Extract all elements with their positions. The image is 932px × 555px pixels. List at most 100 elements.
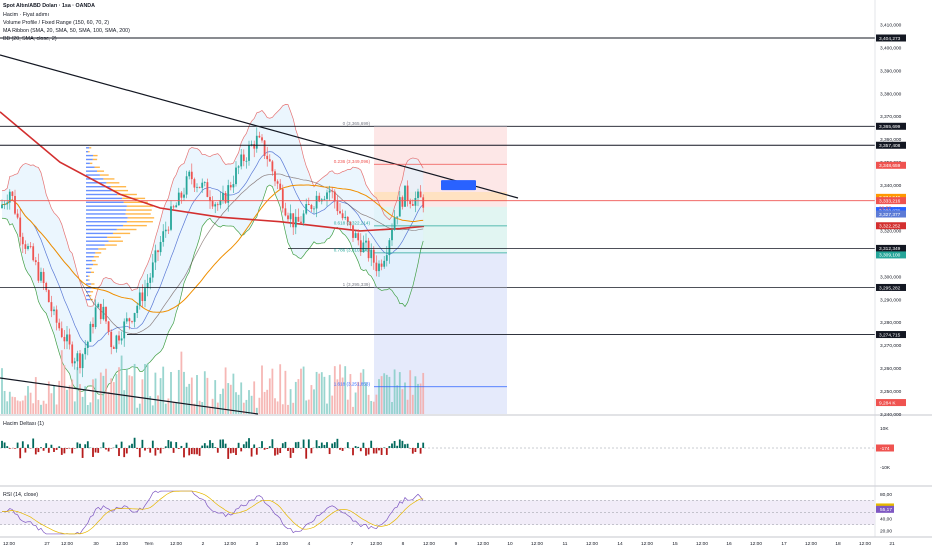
volume-bar (272, 369, 274, 414)
price-tick-label: 3,370,000 (880, 114, 902, 120)
level-tag-label: 3,295,282 (879, 285, 901, 291)
delta-bar (64, 448, 66, 453)
fib-label: 1 (3,295,339) (343, 282, 371, 287)
delta-bar (188, 448, 190, 455)
candle-body (370, 250, 372, 258)
volume-bar (108, 392, 110, 414)
delta-bar (1, 441, 3, 448)
delta-bar (9, 448, 11, 449)
delta-bar (87, 441, 89, 448)
candle-body (396, 217, 398, 218)
candle-body (32, 246, 34, 260)
volume-bar (183, 372, 185, 414)
time-tick-label: 12:00 (477, 541, 489, 547)
volume-bar (123, 390, 125, 414)
candle-body (79, 353, 81, 368)
delta-bar (373, 448, 375, 453)
volume-bar (113, 382, 115, 414)
volume-profile-bar-down (105, 244, 117, 245)
volume-bar (383, 373, 385, 414)
volume-profile-bar-down (93, 159, 97, 160)
candle-body (12, 192, 14, 196)
volume-bar (196, 375, 198, 414)
volume-bar (103, 376, 105, 414)
price-tick-label: 3,320,000 (880, 229, 902, 235)
volume-bar (381, 376, 383, 414)
volume-bar (214, 380, 216, 414)
price-tick-label: 3,270,000 (880, 343, 902, 349)
volume-bar (373, 402, 375, 414)
volume-bar (204, 371, 206, 414)
delta-bar (308, 439, 310, 448)
candle-body (324, 199, 326, 200)
candle-body (131, 321, 133, 322)
volume-bar (87, 405, 89, 414)
candle-body (43, 272, 45, 283)
volume-profile-bar-down (128, 217, 155, 218)
volume-bar (412, 395, 414, 414)
time-tick-label: 18 (835, 541, 841, 547)
fib-label: 1.618 (3,251,853) (334, 381, 371, 386)
delta-bar (25, 448, 27, 453)
volume-bar (110, 378, 112, 414)
volume-bar (404, 383, 406, 414)
candle-body (282, 189, 284, 208)
volume-bar (409, 370, 411, 414)
delta-bar (212, 443, 214, 448)
candle-body (285, 208, 287, 215)
delta-bar (191, 448, 193, 454)
candle-body (217, 204, 219, 205)
candle-body (157, 250, 159, 252)
candle-body (201, 183, 203, 188)
delta-bar (360, 448, 362, 451)
candle-body (105, 307, 107, 322)
delta-bar (256, 448, 258, 455)
volume-bar (396, 385, 398, 414)
volume-bar (350, 374, 352, 414)
candle-body (373, 250, 375, 263)
delta-bar (407, 444, 409, 448)
delta-bar (69, 448, 71, 449)
candle-body (123, 321, 125, 338)
candle-body (175, 205, 177, 207)
delta-bar (207, 446, 209, 448)
rsi-axis-label: 80,00 (880, 492, 892, 498)
volume-profile-bar-up (86, 178, 103, 179)
candle-body (19, 218, 21, 237)
delta-bar (240, 448, 242, 451)
volume-bar (134, 364, 136, 414)
candle-body (40, 272, 42, 281)
volume-bar (92, 379, 94, 414)
delta-bar (139, 448, 141, 457)
time-tick-label: 30 (93, 541, 99, 547)
time-tick-label: 10 (507, 541, 513, 547)
delta-bar (352, 448, 354, 455)
delta-bar (214, 447, 216, 448)
candle-body (256, 136, 258, 149)
candle-body (376, 263, 378, 271)
candle-body (100, 304, 102, 319)
volume-bar (43, 401, 45, 414)
volume-bar (170, 372, 172, 414)
candle-body (386, 255, 388, 261)
candle-body (134, 313, 136, 322)
price-tick-label: 3,280,000 (880, 320, 902, 326)
volume-profile-bar-down (127, 221, 153, 222)
volume-profile-bar-up (86, 170, 97, 171)
candle-body (399, 197, 401, 216)
candle-body (4, 204, 6, 205)
delta-bar (92, 448, 94, 457)
candle-body (298, 217, 300, 222)
candle-body (152, 262, 154, 277)
time-tick-label: 12:00 (531, 541, 543, 547)
volume-profile-bar-down (89, 268, 91, 269)
time-tick-label: 4 (308, 541, 311, 547)
volume-bar (48, 381, 50, 414)
volume-bar (313, 389, 315, 414)
volume-profile-bar-up (86, 229, 117, 230)
candle-body (136, 306, 138, 313)
volume-bar (162, 367, 164, 414)
candle-body (183, 195, 185, 198)
delta-bar (173, 448, 175, 453)
